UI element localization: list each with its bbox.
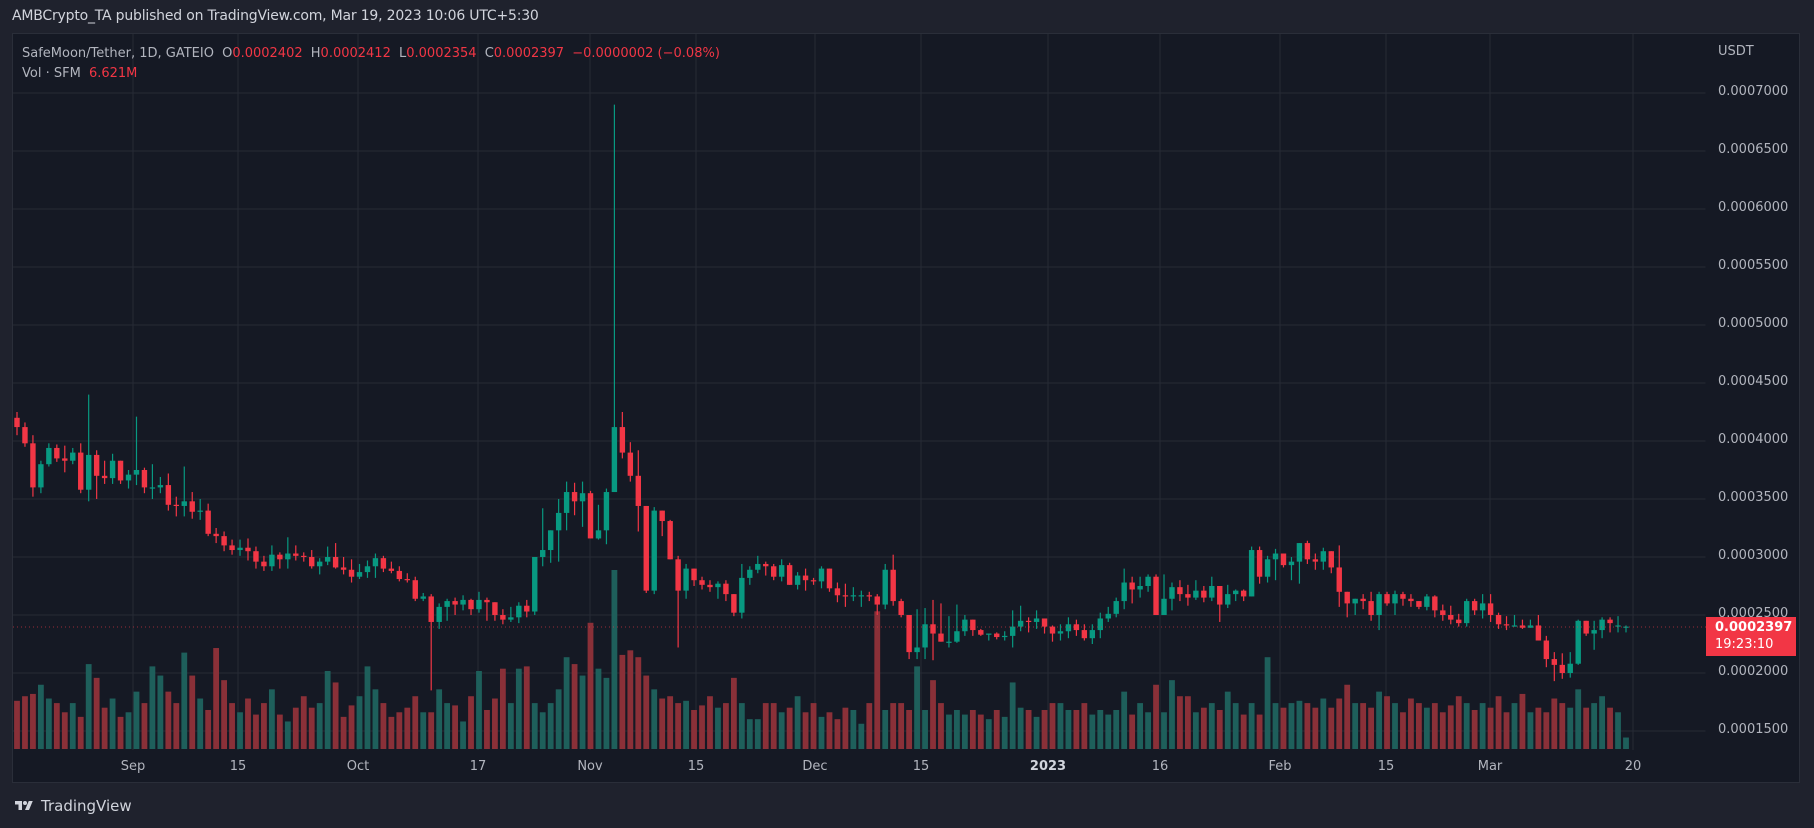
time-tick-label: Feb [1268, 759, 1292, 774]
last-price: 0.0002397 [1715, 620, 1793, 635]
chart-frame[interactable] [12, 33, 1800, 783]
price-tick-label: 0.0002000 [1718, 664, 1789, 679]
time-tick-label: 15 [1377, 759, 1395, 774]
bar-countdown: 19:23:10 [1715, 637, 1774, 652]
volume-label[interactable]: Vol · SFM [22, 66, 81, 81]
price-tick-label: 0.0001500 [1718, 722, 1789, 737]
open-label: O [222, 46, 233, 61]
time-tick-label: 17 [469, 759, 487, 774]
price-tick-label: 0.0003500 [1718, 490, 1789, 505]
tradingview-logo-icon [15, 801, 33, 810]
change-value: −0.0000002 (−0.08%) [572, 46, 720, 61]
price-tick-label: 0.0007000 [1718, 84, 1789, 99]
ohlc-row: SafeMoon/Tether, 1D, GATEIO O0.0002402 H… [22, 44, 724, 64]
time-tick-label: Sep [120, 759, 146, 774]
time-tick-label: 15 [912, 759, 930, 774]
time-tick-label: Nov [577, 759, 603, 774]
price-tick-label: 0.0003000 [1718, 548, 1789, 563]
time-tick-label: Mar [1477, 759, 1503, 774]
time-tick-label: 16 [1151, 759, 1169, 774]
publish-line: AMBCrypto_TA published on TradingView.co… [12, 8, 539, 24]
low-label: L [399, 46, 407, 61]
brand-name: TradingView [41, 797, 132, 815]
time-tick-label: Oct [346, 759, 370, 774]
last-price-tag: 0.0002397 19:23:10 [1706, 617, 1796, 656]
volume-row: Vol · SFM 6.621M [22, 64, 724, 84]
currency-label[interactable]: USDT [1718, 44, 1754, 59]
time-tick-label: Dec [802, 759, 828, 774]
price-tick-label: 0.0006500 [1718, 142, 1789, 157]
open-value: 0.0002402 [232, 46, 303, 61]
volume-value: 6.621M [88, 66, 138, 81]
symbol-legend: SafeMoon/Tether, 1D, GATEIO O0.0002402 H… [22, 44, 724, 84]
close-value: 0.0002397 [493, 46, 565, 61]
low-value: 0.0002354 [406, 46, 477, 61]
high-value: 0.0002412 [320, 46, 391, 61]
time-tick-label: 20 [1624, 759, 1642, 774]
price-tick-label: 0.0004000 [1718, 432, 1789, 447]
tradingview-logo[interactable]: TradingView [13, 797, 132, 815]
high-label: H [310, 46, 321, 61]
price-tick-label: 0.0004500 [1718, 374, 1789, 389]
time-tick-label: 2023 [1029, 759, 1067, 774]
price-tick-label: 0.0005000 [1718, 316, 1789, 331]
price-tick-label: 0.0006000 [1718, 200, 1789, 215]
symbol-name[interactable]: SafeMoon/Tether, 1D, GATEIO [22, 46, 214, 61]
time-tick-label: 15 [229, 759, 247, 774]
price-tick-label: 0.0005500 [1718, 258, 1789, 273]
close-label: C [484, 46, 494, 61]
time-tick-label: 15 [687, 759, 705, 774]
